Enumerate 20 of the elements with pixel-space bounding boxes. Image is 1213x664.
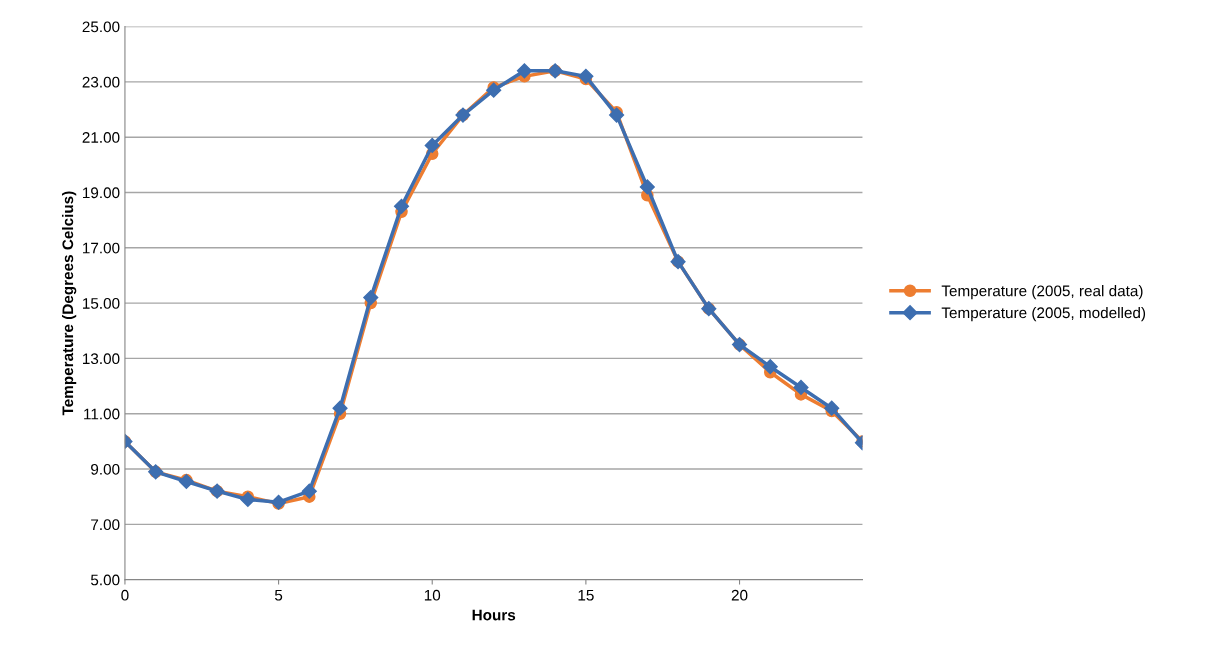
y-tick-label: 23.00 xyxy=(82,76,120,88)
y-tick-label: 7.00 xyxy=(91,519,120,531)
y-axis-title: Temperature (Degrees Celcius) xyxy=(61,191,77,416)
x-tick-label: 0 xyxy=(121,589,129,601)
x-tick-label: 10 xyxy=(424,589,441,601)
legend-label: Temperature (2005, modelled) xyxy=(941,306,1146,322)
y-tick-label: 17.00 xyxy=(83,242,120,254)
x-tick-label: 15 xyxy=(578,589,594,601)
y-tick-label: 19.00 xyxy=(83,187,120,199)
x-axis-title: Hours xyxy=(472,609,516,621)
y-tick-label: 13.00 xyxy=(83,353,120,365)
y-tick-label: 25.00 xyxy=(82,21,120,33)
y-tick-label: 15.00 xyxy=(83,297,120,309)
y-tick-label: 5.00 xyxy=(90,574,120,586)
x-tick-label: 20 xyxy=(731,589,748,601)
y-tick-label: 21.00 xyxy=(82,132,120,143)
y-tick-label: 11.00 xyxy=(84,408,120,420)
x-tick-label: 5 xyxy=(274,589,283,601)
y-tick-label: 9.00 xyxy=(91,463,120,475)
legend-label: Temperature (2005, real data) xyxy=(941,285,1143,300)
